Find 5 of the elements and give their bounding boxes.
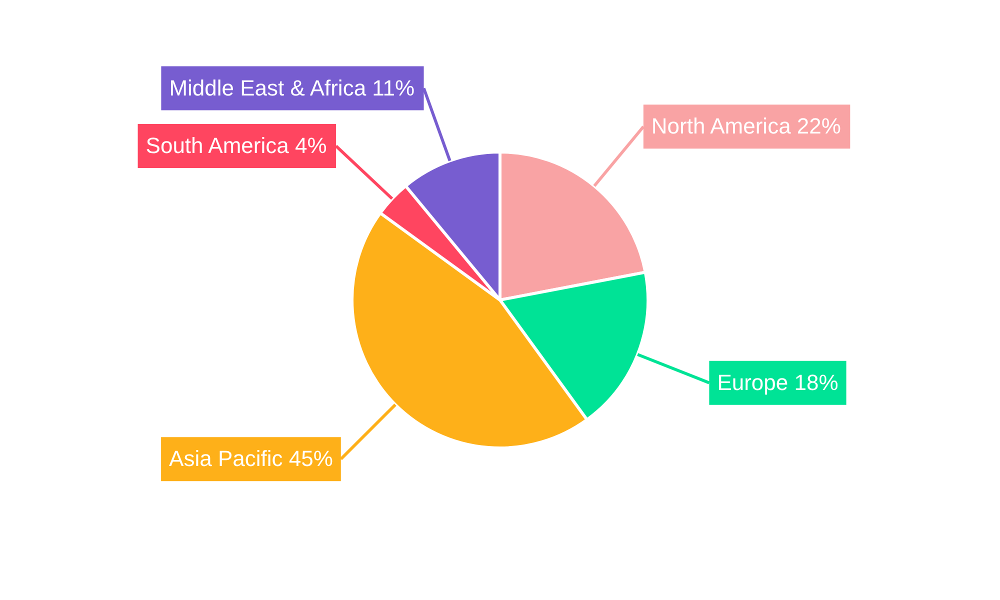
slice-label: Europe 18% xyxy=(717,370,838,395)
slice-label: South America 4% xyxy=(146,132,327,158)
slice-label: Asia Pacific 45% xyxy=(169,446,333,472)
slice-label: Middle East & Africa 11% xyxy=(169,75,415,100)
slice-label: North America 22% xyxy=(651,114,841,139)
